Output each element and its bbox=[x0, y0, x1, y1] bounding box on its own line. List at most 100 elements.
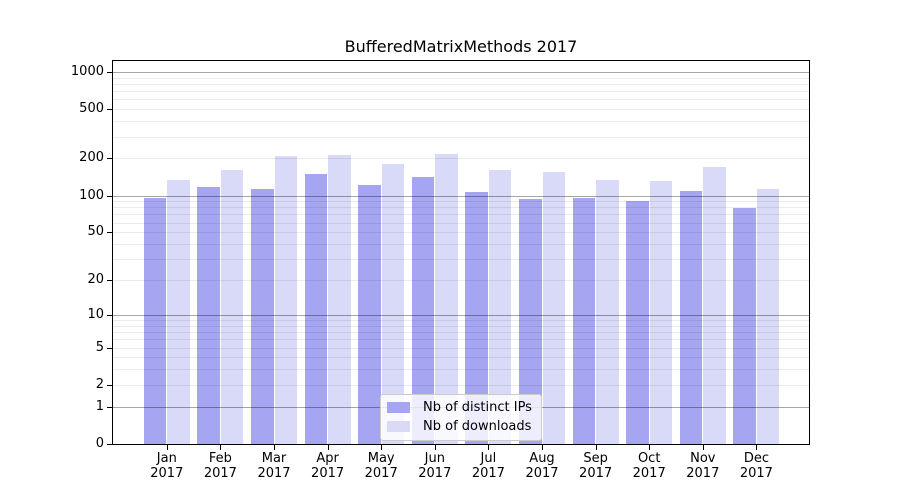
month-label: Apr bbox=[316, 451, 339, 466]
x-tick-label-jun: Jun 2017 bbox=[392, 451, 478, 481]
gridline-minor-5 bbox=[113, 347, 809, 349]
y-tick-label-1: 1 bbox=[95, 398, 104, 414]
gridline-minor-6 bbox=[113, 339, 809, 341]
bar-downloads-apr bbox=[328, 154, 351, 444]
bar-downloads-jun bbox=[435, 153, 458, 444]
bar-downloads-oct bbox=[649, 180, 673, 444]
bar-downloads-feb bbox=[220, 170, 244, 444]
gridline-minor-400 bbox=[113, 121, 809, 123]
bar-distinct-ips-dec bbox=[733, 208, 756, 444]
gridline-minor-90 bbox=[113, 201, 809, 203]
y-tick-mark-500 bbox=[107, 109, 112, 111]
x-tick-label-sep: Sep 2017 bbox=[553, 451, 639, 481]
x-tick-mark-jan bbox=[166, 445, 168, 450]
y-tick-mark-100 bbox=[107, 195, 112, 197]
x-tick-label-mar: Mar 2017 bbox=[231, 451, 317, 481]
year-label: 2017 bbox=[364, 465, 398, 481]
y-tick-label-10: 10 bbox=[87, 306, 104, 322]
gridline-minor-80 bbox=[113, 207, 809, 209]
month-label: Dec bbox=[743, 451, 769, 466]
y-tick-label-200: 200 bbox=[79, 150, 104, 166]
gridline-minor-8 bbox=[113, 325, 809, 327]
y-tick-label-0: 0 bbox=[95, 436, 104, 451]
x-tick-label-may: May 2017 bbox=[338, 451, 424, 481]
bar-downloads-sep bbox=[596, 180, 619, 444]
x-tick-label-oct: Oct 2017 bbox=[606, 451, 692, 481]
month-label: Feb bbox=[208, 451, 232, 466]
y-tick-mark-2 bbox=[107, 384, 112, 386]
x-tick-mark-sep bbox=[595, 445, 597, 450]
gridline-minor-600 bbox=[113, 99, 809, 101]
legend-item-downloads: Nb of downloads bbox=[387, 419, 532, 434]
x-tick-mark-mar bbox=[274, 445, 275, 450]
gridline-major-1000 bbox=[113, 71, 809, 73]
year-label: 2017 bbox=[257, 465, 291, 481]
legend-swatch-downloads bbox=[387, 421, 410, 432]
bar-downloads-jul bbox=[488, 170, 512, 444]
gridline-minor-20 bbox=[113, 280, 809, 281]
x-tick-label-jan: Jan 2017 bbox=[124, 451, 210, 481]
y-tick-mark-1000 bbox=[107, 71, 112, 73]
y-tick-label-100: 100 bbox=[79, 187, 104, 203]
bar-downloads-aug bbox=[542, 171, 565, 444]
y-tick-mark-50 bbox=[107, 232, 112, 234]
y-tick-mark-1 bbox=[107, 406, 112, 408]
month-label: Sep bbox=[583, 451, 608, 466]
bar-distinct-ips-feb bbox=[197, 187, 220, 444]
x-tick-mark-nov bbox=[702, 445, 704, 450]
chart-title: BufferedMatrixMethods 2017 bbox=[344, 37, 578, 56]
y-tick-mark-200 bbox=[107, 158, 112, 160]
gridline-minor-3 bbox=[113, 369, 809, 371]
gridline-minor-40 bbox=[113, 244, 809, 245]
year-label: 2017 bbox=[150, 465, 184, 481]
x-tick-mark-aug bbox=[542, 445, 543, 450]
gridline-major-100 bbox=[113, 195, 809, 197]
bar-distinct-ips-jul bbox=[465, 191, 488, 444]
x-tick-label-nov: Nov 2017 bbox=[660, 451, 746, 481]
y-tick-label-1000: 1000 bbox=[70, 63, 104, 79]
month-label: May bbox=[367, 451, 395, 466]
y-tick-mark-0 bbox=[107, 444, 112, 445]
year-label: 2017 bbox=[525, 465, 559, 481]
x-tick-label-aug: Aug 2017 bbox=[499, 451, 585, 481]
plot-area: Nb of distinct IPs Nb of downloads bbox=[113, 61, 809, 444]
month-label: Oct bbox=[637, 451, 661, 466]
gridline-minor-7 bbox=[113, 332, 809, 333]
year-label: 2017 bbox=[739, 465, 773, 481]
bar-distinct-ips-aug bbox=[519, 199, 542, 444]
x-tick-label-dec: Dec 2017 bbox=[713, 451, 799, 481]
bar-distinct-ips-mar bbox=[251, 188, 274, 444]
bar-distinct-ips-jun bbox=[411, 176, 435, 444]
x-tick-mark-feb bbox=[220, 445, 222, 450]
month-label: Aug bbox=[529, 451, 555, 466]
month-label: Jan bbox=[156, 451, 177, 466]
year-label: 2017 bbox=[632, 465, 666, 481]
x-tick-mark-jul bbox=[488, 445, 490, 450]
x-tick-mark-may bbox=[381, 445, 383, 450]
y-tick-label-50: 50 bbox=[87, 224, 104, 240]
x-tick-label-feb: Feb 2017 bbox=[177, 451, 263, 481]
gridline-minor-500 bbox=[113, 109, 809, 111]
year-label: 2017 bbox=[579, 465, 613, 481]
y-tick-mark-10 bbox=[107, 314, 112, 316]
bar-downloads-may bbox=[381, 164, 405, 444]
gridline-minor-60 bbox=[113, 222, 809, 224]
x-tick-mark-dec bbox=[756, 445, 758, 450]
x-tick-label-jul: Jul 2017 bbox=[445, 451, 531, 481]
y-tick-label-2: 2 bbox=[95, 376, 104, 392]
year-label: 2017 bbox=[311, 465, 345, 481]
y-tick-mark-20 bbox=[107, 280, 112, 281]
month-label: Jul bbox=[480, 451, 497, 466]
y-tick-label-5: 5 bbox=[95, 339, 104, 355]
legend-label: Nb of downloads bbox=[423, 419, 532, 434]
year-label: 2017 bbox=[418, 465, 452, 481]
x-tick-label-apr: Apr 2017 bbox=[285, 451, 371, 481]
bar-downloads-jan bbox=[167, 179, 190, 444]
x-tick-mark-oct bbox=[649, 445, 651, 450]
gridline-minor-4 bbox=[113, 357, 809, 359]
gridline-minor-300 bbox=[113, 136, 809, 138]
y-tick-label-500: 500 bbox=[79, 101, 104, 117]
month-label: Jun bbox=[424, 451, 445, 466]
gridline-minor-9 bbox=[113, 320, 809, 321]
